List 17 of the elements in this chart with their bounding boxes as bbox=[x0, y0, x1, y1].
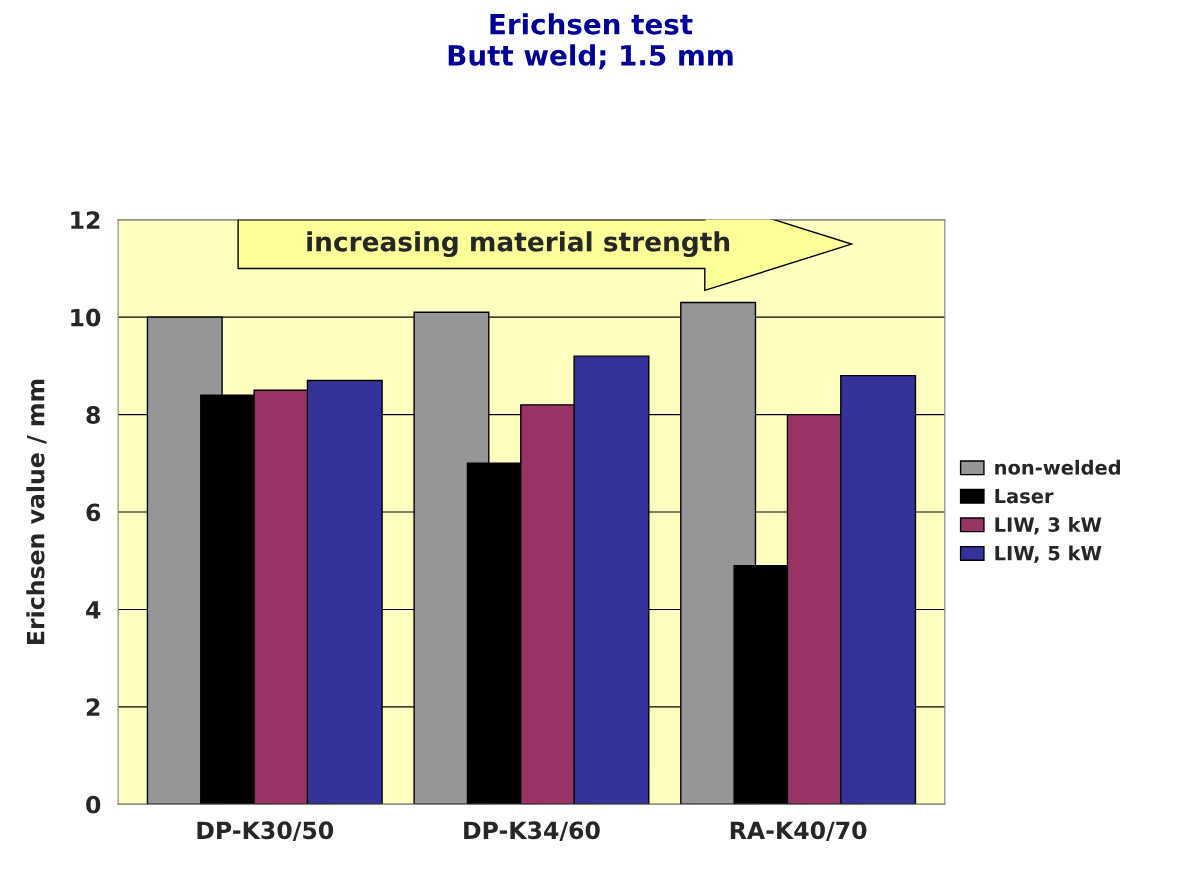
y-tick-label: 4 bbox=[86, 601, 101, 619]
y-tick-label: 2 bbox=[86, 698, 100, 716]
y-tick-label: 0 bbox=[86, 795, 101, 814]
x-tick-label: RA-K40/70 bbox=[730, 821, 867, 842]
x-tick-label: DP-K30/50 bbox=[197, 821, 334, 842]
legend-label: Laser bbox=[995, 488, 1054, 504]
y-tick-label: 6 bbox=[86, 503, 101, 522]
legend-label: non-welded bbox=[995, 459, 1120, 475]
y-tick-label: 8 bbox=[86, 406, 100, 424]
annotation: increasing material strength bbox=[307, 231, 730, 257]
chart-title: Erichsen test Butt weld; 1.5 mm bbox=[448, 13, 733, 70]
y-axis-title: Erichsen value / mm bbox=[26, 379, 47, 644]
y-tick-label: 10 bbox=[71, 308, 101, 327]
legend-label: LIW, 5 kW bbox=[995, 545, 1102, 563]
y-tick-label: 12 bbox=[71, 211, 100, 229]
legend-label: LIW, 3 kW bbox=[995, 516, 1102, 535]
x-tick-label: DP-K34/60 bbox=[464, 821, 600, 842]
